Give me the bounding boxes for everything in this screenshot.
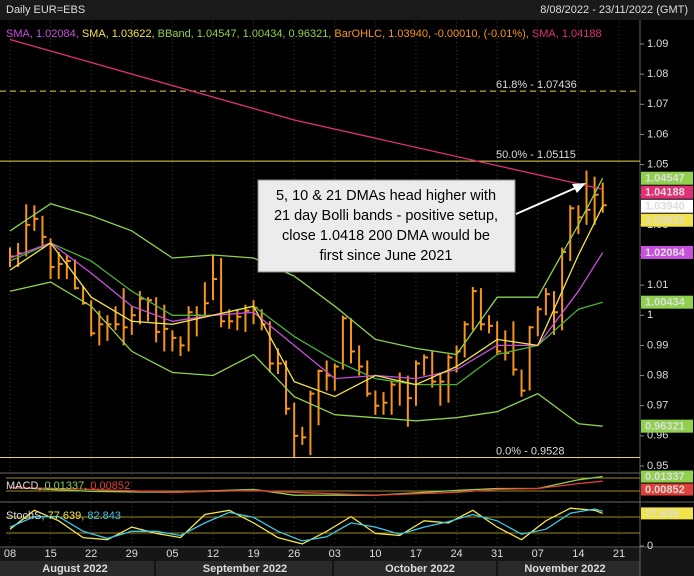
legend-entry: StochS, (6, 510, 48, 522)
month-label: August 2022 (42, 563, 107, 575)
annotation-text: 5, 10 & 21 DMAs head higher with (276, 188, 496, 204)
price-badge (641, 245, 693, 259)
legend: StochS, 77.639, 82.843 (6, 510, 121, 522)
x-tick-label: 12 (207, 548, 219, 560)
legend-entry: 77.639, (48, 510, 88, 522)
x-tick-label: 03 (329, 548, 341, 560)
month-band (0, 561, 640, 576)
legend-entry: SMA, 1.04188 (532, 28, 602, 40)
indicator-line (9, 242, 603, 386)
indicator-line (9, 38, 603, 190)
y-tick-label: 1.08 (647, 68, 668, 80)
price-badge-label: 1.02084 (645, 247, 686, 259)
y-tick-label: 0.97 (647, 400, 668, 412)
annotation-arrow (515, 185, 581, 215)
y-tick-label: 1.09 (647, 38, 668, 50)
y-tick-label: 0.99 (647, 339, 668, 351)
price-badge (641, 213, 693, 227)
date-range: 8/08/2022 - 23/11/2022 (GMT) (540, 4, 688, 16)
x-tick-label: 08 (4, 548, 16, 560)
y-tick-label: 1 (647, 309, 653, 321)
y-tick-label: 0.98 (647, 369, 668, 381)
price-badge-label: 0.96321 (645, 421, 685, 433)
x-tick-label: 19 (247, 548, 259, 560)
month-label: November 2022 (524, 563, 605, 575)
price-badge-label: 0.00852 (645, 484, 685, 496)
fib-label: 50.0% - 1.05115 (496, 149, 576, 161)
x-tick-label: 21 (613, 548, 625, 560)
legend-entry: MACD, (6, 480, 45, 492)
x-tick-label: 05 (166, 548, 178, 560)
annotation-text: first since June 2021 (320, 248, 453, 264)
legend-entry: BBand, 1.04547, 1.00434, 0.96321, (158, 28, 335, 40)
price-badge-label: 1.03940 (645, 201, 685, 213)
x-tick-label: 31 (491, 548, 503, 560)
fib-label: 0.0% - 0.9528 (496, 445, 565, 457)
indicator-line (9, 242, 604, 380)
price-badge (641, 483, 693, 496)
indicator-line (9, 281, 603, 427)
indicator-line (9, 480, 603, 496)
price-badge (641, 185, 693, 199)
legend-entry: 82.843 (87, 510, 121, 522)
price-badge-label: 1.03622 (645, 215, 685, 227)
price-badge (641, 199, 693, 213)
legend-entry: SMA, 1.03622, (82, 28, 158, 40)
month-label: October 2022 (385, 563, 455, 575)
legend: MACD, 0.01337, 0.00852 (6, 480, 130, 492)
y-tick-label: 1.05 (647, 158, 668, 170)
legend-entry: BarOHLC, 1.03940, -0.00010, (-0.01%), (334, 28, 532, 40)
annotation-text: 21 day Bolli bands - positive setup, (274, 208, 498, 224)
x-tick-label: 14 (572, 548, 584, 560)
indicator-line (9, 205, 604, 398)
x-tick-label: 22 (85, 548, 97, 560)
y-tick-label: 0 (647, 540, 653, 552)
price-badge-label: 1.00434 (645, 297, 686, 309)
x-tick-label: 10 (369, 548, 381, 560)
x-tick-label: 15 (44, 548, 56, 560)
legend-entry: 0.01337, (45, 480, 91, 492)
header-bar (0, 0, 694, 20)
price-badge-label: 1.04188 (645, 187, 685, 199)
x-tick-label: 29 (126, 548, 138, 560)
x-tick-label: 07 (532, 548, 544, 560)
y-tick-label: 0.95 (647, 460, 668, 472)
month-label: September 2022 (203, 563, 287, 575)
price-badge (641, 419, 693, 433)
y-tick-label: 1.01 (647, 279, 668, 291)
annotation-box (257, 179, 516, 273)
y-tick-label: 0.96 (647, 430, 668, 442)
annotation-text: close 1.0418 200 DMA would be (282, 228, 490, 244)
legend-entry: 0.00852 (90, 480, 130, 492)
price-badge (641, 171, 693, 185)
legend-entry: SMA, 1.02084, (6, 28, 82, 40)
legend: SMA, 1.02084, SMA, 1.03622, BBand, 1.045… (6, 28, 602, 40)
x-tick-label: 17 (410, 548, 422, 560)
price-badge (641, 470, 693, 483)
indicator-line (9, 177, 604, 356)
y-tick-label: 1.07 (647, 98, 668, 110)
y-tick-label: 1.06 (647, 128, 668, 140)
price-badge (641, 507, 693, 520)
chart-title: Daily EUR=EBS (6, 4, 85, 16)
annotation-arrowhead (572, 183, 586, 193)
price-badge (641, 295, 693, 309)
price-badge-label: 77.639 (645, 508, 679, 520)
x-tick-label: 26 (288, 548, 300, 560)
fib-label: 61.8% - 1.07436 (496, 79, 577, 91)
price-badge-label: 1.04547 (645, 173, 685, 185)
x-tick-label: 24 (450, 548, 462, 560)
price-badge-label: 0.01337 (645, 471, 685, 483)
indicator-line (9, 508, 603, 542)
